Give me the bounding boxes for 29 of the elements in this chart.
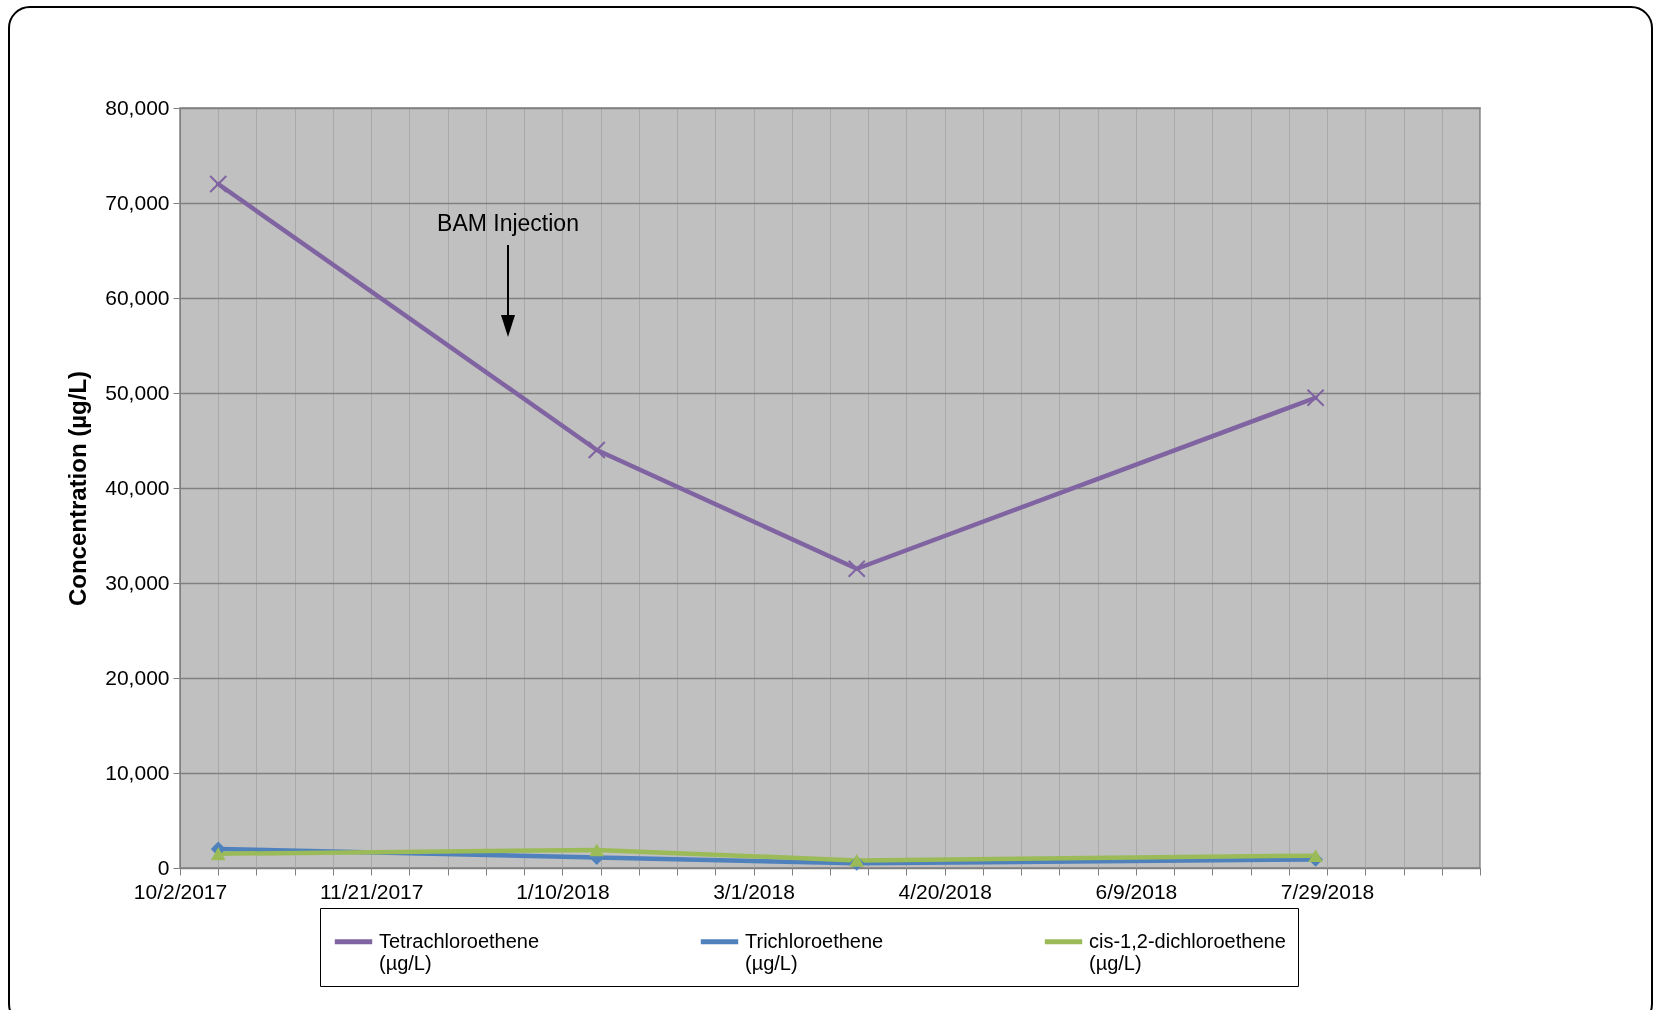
y-tick-label: 60,000: [105, 285, 170, 309]
point: [1306, 388, 1325, 407]
legend-label: Trichloroethene (µg/L): [745, 929, 884, 974]
point: [587, 440, 606, 460]
x-tick-label: 6/9/2018: [1095, 879, 1178, 903]
point: [847, 559, 866, 578]
x-tick-label: 1/10/2018: [516, 879, 610, 903]
legend-label: cis-1,2-dichloroethene (µg/L): [1089, 929, 1286, 974]
point: [210, 847, 226, 861]
x-tick-label: 4/20/2018: [898, 879, 992, 903]
y-tick-label: 40,000: [105, 475, 170, 499]
x-tick-label: 10/2/2017: [133, 879, 228, 903]
annotation: BAM Injection: [437, 209, 579, 237]
y-tick-label: 70,000: [105, 190, 170, 214]
y-tick-label: 50,000: [105, 380, 170, 404]
legend-label: Tetrachloroethene (µg/L): [379, 929, 540, 974]
x-tick-label: 3/1/2018: [713, 879, 795, 903]
point: [589, 843, 605, 857]
y-tick-label: 30,000: [105, 570, 170, 594]
x-tick-label: 7/29/2018: [1280, 879, 1375, 903]
y-tick-label: 80,000: [105, 95, 170, 119]
y-tick-label: 20,000: [105, 665, 170, 689]
point: [849, 853, 865, 867]
point: [209, 174, 228, 194]
y-tick-label: 10,000: [105, 760, 170, 784]
y-axis-title: Concentration (µg/L): [64, 370, 92, 607]
x-tick-label: 11/21/2017: [319, 879, 424, 903]
point: [1308, 849, 1323, 863]
y-tick-label: 0: [157, 855, 170, 879]
